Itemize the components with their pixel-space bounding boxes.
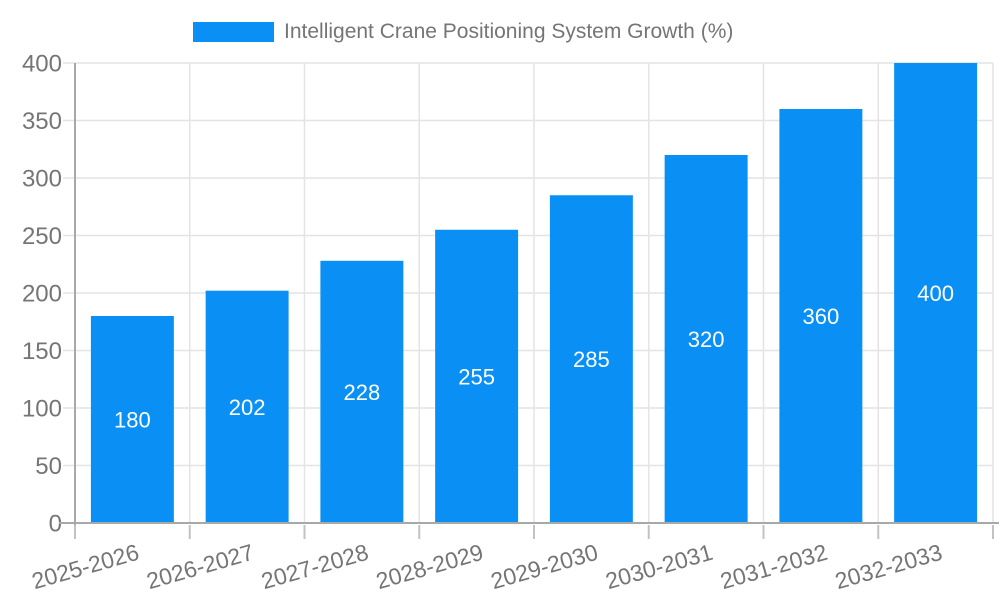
legend-label: Intelligent Crane Positioning System Gro…	[284, 20, 734, 43]
bar-value-label: 180	[114, 408, 151, 433]
bar-value-label: 228	[344, 380, 381, 405]
x-axis-tick-label: 2031-2032	[717, 539, 830, 594]
y-axis-tick-label: 200	[22, 281, 62, 308]
x-axis-tick-label: 2026-2027	[144, 539, 257, 594]
x-axis-tick-label: 2030-2031	[603, 539, 716, 594]
y-axis-tick-label: 50	[35, 453, 62, 480]
bar	[549, 195, 633, 523]
legend-swatch	[193, 21, 274, 42]
bar-value-label: 320	[688, 327, 725, 352]
y-axis-tick-label: 300	[22, 166, 62, 193]
y-axis-tick-label: 350	[22, 108, 62, 135]
chart-legend[interactable]: Intelligent Crane Positioning System Gro…	[193, 21, 733, 42]
x-axis-tick-label: 2025-2026	[29, 539, 142, 594]
bar-value-label: 202	[229, 395, 266, 420]
x-axis-tick-label: 2032-2033	[832, 539, 945, 594]
y-axis-tick-label: 0	[49, 511, 62, 538]
y-axis-tick-label: 150	[22, 338, 62, 365]
bar-value-label: 285	[573, 347, 610, 372]
bar	[90, 316, 174, 523]
y-axis-tick-label: 100	[22, 396, 62, 423]
x-axis-tick-label: 2029-2030	[488, 539, 601, 594]
x-axis-tick-label: 2027-2028	[258, 539, 371, 594]
bar	[435, 229, 519, 523]
bar	[664, 155, 748, 523]
y-axis-tick-label: 250	[22, 223, 62, 250]
bar	[320, 260, 404, 523]
bar-value-label: 360	[803, 304, 840, 329]
x-axis-tick-label: 2028-2029	[373, 539, 486, 594]
bar	[894, 63, 978, 523]
bar	[779, 109, 863, 523]
y-axis-tick-label: 400	[22, 51, 62, 78]
bar-value-label: 400	[917, 281, 954, 306]
bar	[205, 290, 289, 523]
bar-value-label: 255	[458, 364, 495, 389]
